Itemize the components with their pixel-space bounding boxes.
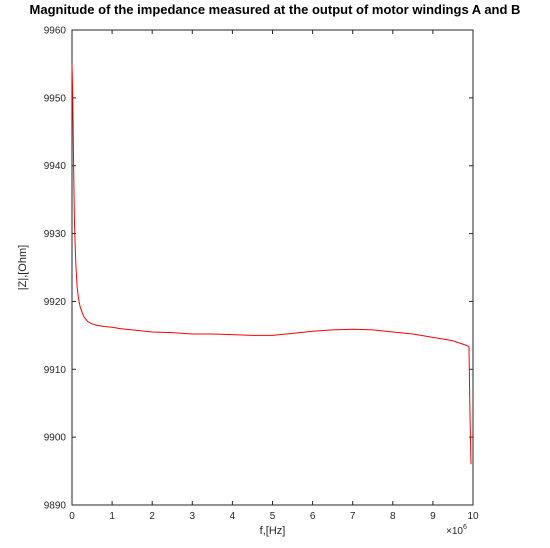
x-axis-label: f,[Hz] <box>260 525 286 537</box>
y-tick-label: 9920 <box>44 297 67 308</box>
y-tick-label: 9890 <box>44 501 67 512</box>
plot-area <box>71 29 474 506</box>
x-tick-label: 8 <box>390 511 396 522</box>
impedance-series-line <box>71 63 472 465</box>
x-tick-label: 6 <box>310 511 316 522</box>
x-axis-multiplier-exponent: 6 <box>463 524 467 531</box>
y-tick-label: 9940 <box>44 161 67 172</box>
x-tick-label: 3 <box>190 511 196 522</box>
x-axis-multiplier-base: ×10 <box>446 526 463 537</box>
x-tick-label: 10 <box>467 511 479 522</box>
x-tick-label: 4 <box>230 511 236 522</box>
y-tick-label: 9900 <box>44 433 67 444</box>
y-axis-label: |Z|,[Ohm] <box>17 245 29 290</box>
x-tick-label: 2 <box>149 511 155 522</box>
x-tick-label: 5 <box>270 511 276 522</box>
y-tick-label: 9910 <box>44 365 67 376</box>
x-axis-multiplier: ×106 <box>446 524 467 537</box>
x-tick-label: 1 <box>109 511 115 522</box>
y-tick-label: 9930 <box>44 229 67 240</box>
x-tick-label: 0 <box>69 511 75 522</box>
x-tick-label: 7 <box>350 511 356 522</box>
chart-title: Magnitude of the impedance measured at t… <box>30 2 521 17</box>
x-tick-label: 9 <box>430 511 436 522</box>
y-tick-label: 9950 <box>44 93 67 104</box>
series-group <box>71 63 472 465</box>
axis-ticks: 0 1 2 3 4 5 6 7 8 9 10 9890 9900 9910 9920 9930 9940 9950… <box>44 26 479 523</box>
y-tick-label: 9960 <box>44 26 67 37</box>
